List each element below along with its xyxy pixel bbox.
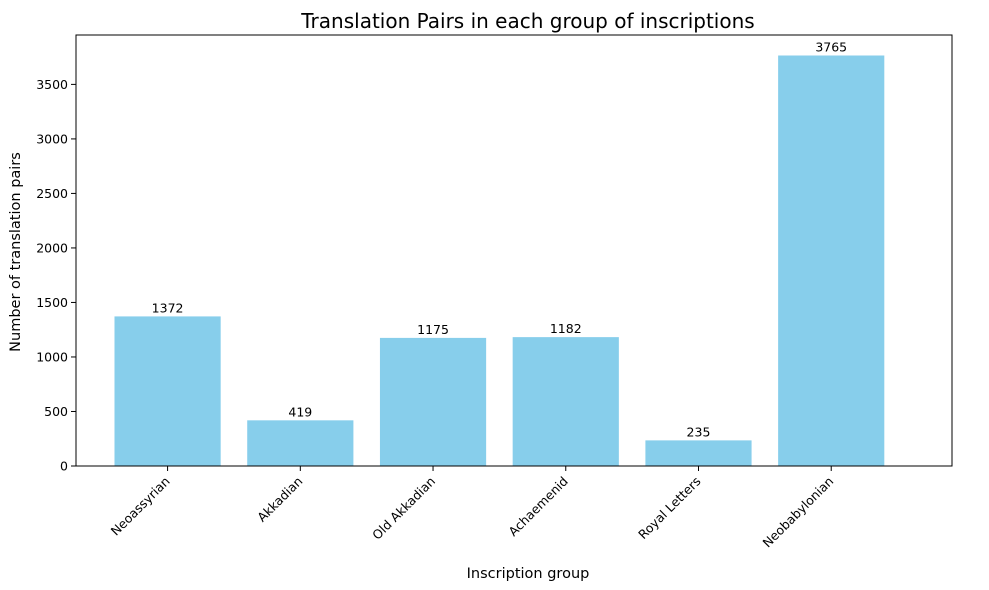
chart-title: Translation Pairs in each group of inscr…: [300, 9, 754, 33]
y-axis-label: Number of translation pairs: [8, 152, 24, 352]
plot-frame: [75, 34, 953, 467]
plot-area: 1372 Neoassyrian 419 Akkadian 1175 Old Akkadi…: [36, 34, 953, 551]
bar-value-label: 3765: [815, 40, 847, 55]
x-tick-label: Neoassyrian: [108, 474, 173, 539]
y-tick-label: 2500: [36, 186, 68, 201]
bar-value-label: 1182: [550, 321, 582, 336]
bar-value-label: 1175: [417, 322, 449, 337]
x-tick-label: Neobabylonian: [759, 474, 836, 551]
y-tick-label: 3000: [36, 131, 68, 146]
bar: [114, 316, 221, 466]
x-axis-label: Inscription group: [467, 566, 590, 582]
bar-value-label: 419: [288, 404, 312, 419]
y-tick-label: 1500: [36, 295, 68, 310]
bar: [645, 440, 752, 466]
bar: [512, 337, 619, 466]
bar: [247, 420, 354, 466]
x-tick-label: Royal Letters: [635, 474, 703, 542]
y-tick-label: 500: [44, 404, 68, 419]
bar: [379, 337, 487, 466]
x-tick-label: Akkadian: [254, 474, 305, 525]
x-tick-label: Old Akkadian: [369, 474, 438, 543]
bar: [778, 55, 885, 466]
y-tick-label: 3500: [36, 77, 68, 92]
x-tick-label: Achaemenid: [505, 474, 571, 540]
bar-value-label: 1372: [152, 300, 184, 315]
y-tick-label: 2000: [36, 240, 68, 255]
y-tick-label: 0: [60, 459, 68, 474]
y-tick-label: 1000: [36, 349, 68, 364]
bar-value-label: 235: [687, 424, 711, 439]
